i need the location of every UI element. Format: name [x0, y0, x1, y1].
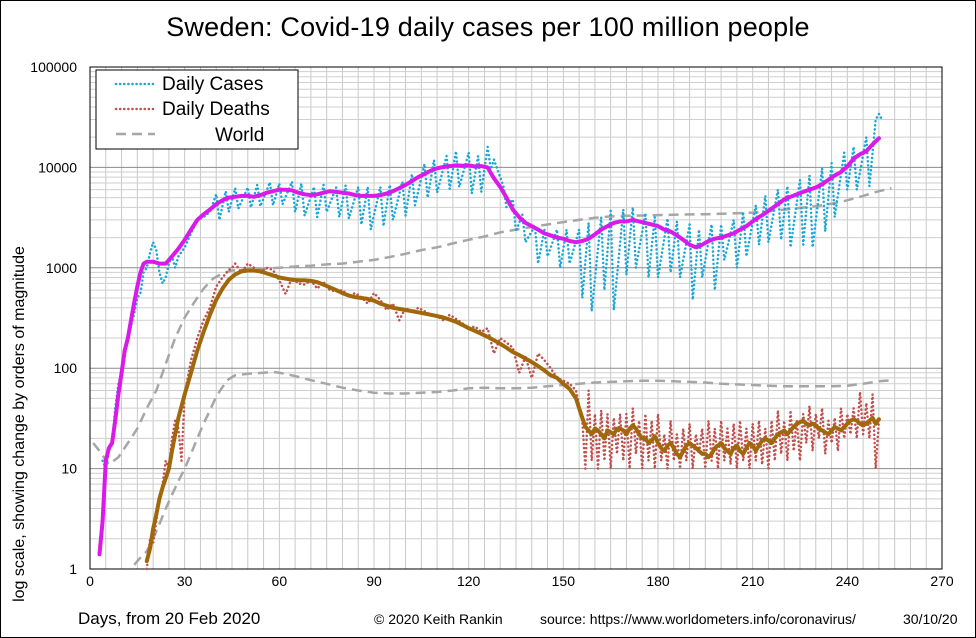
series-daily-deaths-7-day-average	[144, 268, 881, 564]
series-layer	[92, 112, 892, 571]
y-tick-label: 1000	[46, 260, 77, 276]
legend: Daily Cases Daily Deaths World	[95, 69, 299, 150]
series-daily-cases-raw	[101, 112, 884, 470]
y-tick-label: 100	[54, 360, 78, 376]
x-tick-label: 0	[86, 573, 94, 589]
y-tick-label: 1	[69, 561, 77, 577]
legend-label-world: World	[215, 125, 264, 146]
x-tick-label: 240	[836, 573, 860, 589]
x-tick-label: 60	[272, 573, 288, 589]
x-axis-label: Days, from 20 Feb 2020	[78, 609, 261, 628]
legend-box	[95, 69, 299, 150]
series-world-cases	[92, 186, 892, 466]
y-tick-label: 100000	[30, 59, 77, 75]
grid	[90, 67, 942, 569]
legend-label-daily-cases: Daily Cases	[162, 74, 263, 95]
x-tick-label: 150	[552, 573, 576, 589]
series-daily-deaths-raw	[145, 262, 881, 571]
x-tick-label: 90	[366, 573, 382, 589]
y-axis-label: log scale, showing change by orders of m…	[11, 246, 28, 602]
tick-labels: 0 30 60 90 120 150 180 210 240 270 1 10 100 1000 10000…	[30, 59, 954, 589]
source-note: source: https://www.worldometers.info/co…	[540, 611, 856, 627]
x-tick-label: 120	[457, 573, 481, 589]
chart-title: Sweden: Covid-19 daily cases per 100 mil…	[166, 12, 810, 42]
copyright-note: © 2020 Keith Rankin	[374, 611, 503, 627]
legend-label-daily-deaths: Daily Deaths	[162, 99, 270, 120]
y-tick-label: 10000	[38, 159, 77, 175]
x-tick-label: 210	[741, 573, 765, 589]
x-tick-label: 270	[930, 573, 954, 589]
x-tick-label: 30	[177, 573, 193, 589]
series-world-deaths	[133, 370, 892, 566]
y-tick-label: 10	[61, 461, 77, 477]
x-tick-label: 180	[646, 573, 670, 589]
series-daily-cases-7-day-average	[97, 136, 881, 557]
date-note: 30/10/20	[903, 611, 958, 627]
plot-border	[89, 66, 943, 570]
